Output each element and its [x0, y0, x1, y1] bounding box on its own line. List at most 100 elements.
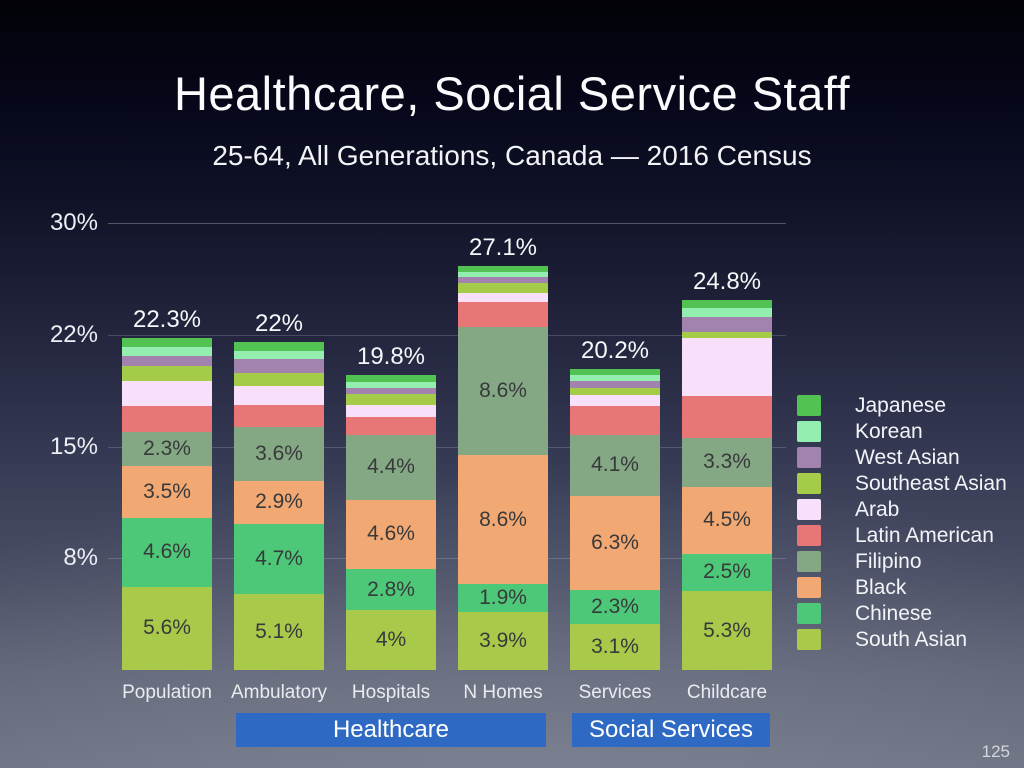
segment-value-label: 2.3% — [591, 594, 639, 618]
y-gridline — [108, 223, 786, 224]
bar-segment — [122, 380, 212, 407]
segment-value-label: 3.5% — [143, 479, 191, 503]
bar-segment — [458, 277, 548, 284]
segment-value-label: 4.5% — [703, 508, 751, 532]
y-axis-tick-label: 30% — [49, 209, 98, 236]
y-axis-tick-label: 15% — [49, 432, 98, 460]
segment-value-label: 8.6% — [479, 379, 527, 403]
bar-segment — [682, 331, 772, 338]
segment-value-label: 3.6% — [255, 441, 303, 465]
bar-segment — [682, 300, 772, 308]
bar-segment — [122, 346, 212, 356]
segment-value-label: 2.3% — [143, 436, 191, 460]
segment-value-label: 5.1% — [255, 619, 303, 643]
legend-label: Filipino — [855, 550, 922, 573]
segment-value-label: 4% — [375, 628, 407, 652]
bar-segment — [234, 342, 324, 352]
bar-segment: 4.6% — [122, 518, 212, 587]
segment-value-label: 4.1% — [591, 453, 639, 477]
legend-swatch — [797, 499, 821, 520]
bar-segment — [458, 301, 548, 328]
bar-segment — [234, 373, 324, 387]
bar-segment: 2.3% — [570, 589, 660, 624]
bar-segment: 4.6% — [346, 500, 436, 569]
bar-segment — [234, 358, 324, 374]
y-gridline — [108, 446, 786, 448]
legend-label: Black — [855, 576, 907, 599]
segment-value-label: 1.9% — [479, 585, 527, 609]
x-axis-category-label: Services — [578, 682, 652, 703]
bar-segment — [346, 382, 436, 388]
bar-segment: 5.6% — [122, 586, 212, 670]
bar-segment — [346, 417, 436, 435]
group-band: Social Services — [572, 713, 770, 747]
y-gridline — [108, 334, 786, 336]
bar-segment — [570, 369, 660, 375]
x-axis-category-label: Population — [122, 682, 212, 703]
bar-segment: 1.9% — [458, 583, 548, 612]
segment-value-label: 4.7% — [255, 546, 303, 570]
bar-segment: 4% — [346, 610, 436, 670]
bar-segment — [122, 355, 212, 367]
legend-label: Southeast Asian — [855, 472, 1007, 495]
legend-swatch — [797, 629, 821, 650]
bar-segment: 3.3% — [682, 437, 772, 487]
bar-segment: 3.6% — [234, 427, 324, 481]
bar-segment — [570, 380, 660, 389]
segment-value-label: 5.6% — [143, 616, 191, 640]
y-axis-tick-label: 8% — [63, 544, 98, 572]
bar-total-label: 24.8% — [692, 268, 762, 296]
segment-value-label: 4.4% — [367, 455, 415, 479]
bar-segment — [234, 386, 324, 405]
bar-segment: 4.1% — [570, 434, 660, 496]
bar-segment — [234, 351, 324, 359]
bar-segment — [346, 374, 436, 383]
bar-segment: 2.5% — [682, 553, 772, 592]
bar-segment — [234, 404, 324, 428]
bar-segment: 5.1% — [234, 594, 324, 670]
bar-segment — [458, 293, 548, 302]
legend-swatch — [797, 473, 821, 494]
page-title: Healthcare, Social Service Staff — [173, 67, 851, 120]
bar-total-label: 20.2% — [580, 337, 650, 365]
bar-segment — [458, 272, 548, 278]
x-axis-category-label: Hospitals — [351, 682, 431, 703]
bar-segment: 4.4% — [346, 434, 436, 501]
segment-value-label: 3.9% — [479, 628, 527, 652]
bar-segment: 4.7% — [234, 523, 324, 594]
segment-value-label: 2.9% — [255, 490, 303, 514]
legend-label: Korean — [855, 420, 923, 443]
legend-swatch — [797, 525, 821, 546]
bar-segment — [458, 283, 548, 294]
y-gridline — [108, 558, 786, 560]
bar-total-label: 19.8% — [356, 342, 426, 370]
bar-segment — [682, 395, 772, 438]
legend-swatch — [797, 447, 821, 468]
legend-swatch — [797, 551, 821, 572]
bar-segment: 3.1% — [570, 623, 660, 670]
bar-segment: 8.6% — [458, 455, 548, 584]
bar-segment — [346, 404, 436, 418]
segment-value-label: 4.6% — [367, 522, 415, 546]
segment-value-label: 4.6% — [143, 540, 191, 564]
bar-segment: 5.3% — [682, 591, 772, 670]
bar-segment — [122, 366, 212, 381]
bar-segment — [682, 307, 772, 317]
bar-segment: 8.6% — [458, 327, 548, 456]
bar-segment — [570, 406, 660, 435]
segment-value-label: 3.3% — [703, 450, 751, 474]
bar-segment — [682, 316, 772, 332]
segment-value-label: 6.3% — [591, 530, 639, 554]
legend-label: Arab — [855, 498, 900, 521]
bar-segment — [122, 406, 212, 432]
bar-segment — [122, 337, 212, 347]
legend-swatch — [797, 577, 821, 598]
segment-value-label: 3.1% — [591, 634, 639, 658]
legend-label: Chinese — [855, 602, 933, 625]
bar-segment — [458, 266, 548, 273]
bar-total-label: 22.3% — [132, 305, 202, 333]
bar-total-label: 27.1% — [468, 234, 538, 262]
segment-value-label: 5.3% — [703, 618, 751, 642]
x-axis-category-label: Ambulatory — [230, 682, 328, 703]
